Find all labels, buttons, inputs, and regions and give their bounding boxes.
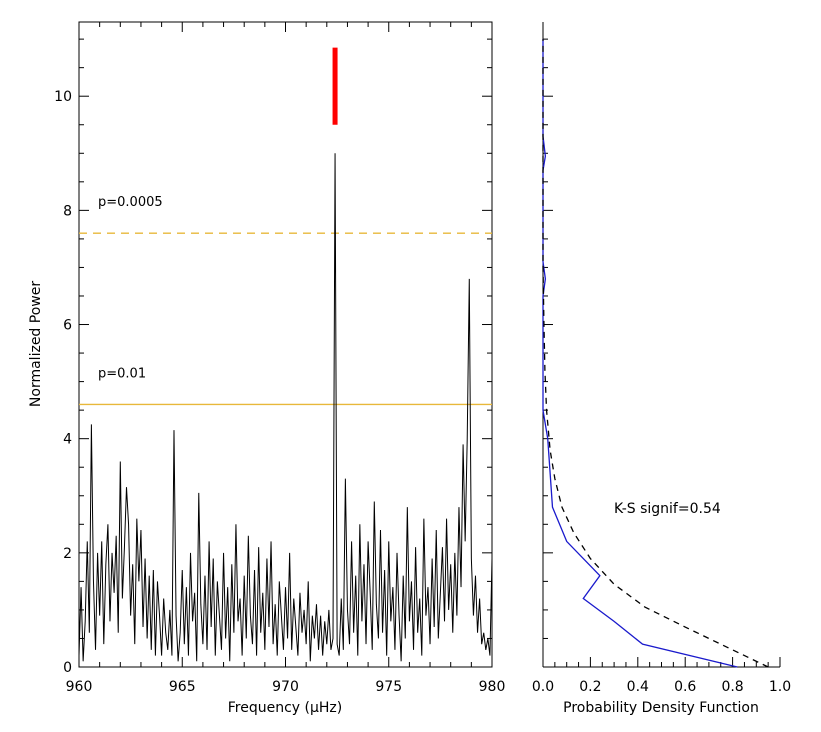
pdf-panel: 0.0 0.2 0.4 0.6 0.8 1.0 K-S signif=0.54 Proba… <box>532 22 791 716</box>
pdf-series <box>542 39 769 668</box>
y-tick-label: 0 <box>63 660 72 676</box>
x-tick-label: 965 <box>169 679 196 695</box>
y-tick-label: 6 <box>63 318 72 334</box>
significance-thresholds: p=0.0005 p=0.01 <box>79 195 492 406</box>
x-tick-label: 980 <box>479 679 506 695</box>
pdf-x-tick-label: 0.4 <box>627 679 649 695</box>
power-spectrum-line <box>78 153 493 662</box>
pdf-x-tick-label: 0.8 <box>721 679 743 695</box>
threshold-label: p=0.01 <box>98 366 146 381</box>
power-spectrum-ticks <box>78 22 493 668</box>
threshold-label: p=0.0005 <box>98 195 163 210</box>
y-tick-label: 8 <box>63 203 72 219</box>
pdf-x-tick-label: 0.2 <box>579 679 601 695</box>
observed-pdf-curve <box>542 39 738 668</box>
power-spectrum-panel: 960 965 970 975 980 0 2 4 6 8 10 p=0.0005 p=0.01 Fr… <box>28 21 505 716</box>
y-tick-label: 10 <box>54 89 72 105</box>
ks-significance-annotation: K-S signif=0.54 <box>614 501 721 517</box>
pdf-x-tick-label: 0.6 <box>674 679 696 695</box>
pdf-x-axis-label: Probability Density Function <box>563 700 759 716</box>
x-tick-label: 975 <box>375 679 402 695</box>
power-spectrum-series <box>78 153 493 662</box>
power-spectrum-y-axis-label: Normalized Power <box>28 281 44 407</box>
pdf-x-tick-label: 1.0 <box>769 679 791 695</box>
y-tick-label: 4 <box>63 432 72 448</box>
power-spectrum-tick-labels: 960 965 970 975 980 0 2 4 6 8 10 <box>54 89 505 695</box>
expected-pdf-curve <box>542 39 769 668</box>
y-tick-label: 2 <box>63 546 72 562</box>
pdf-tick-labels: 0.0 0.2 0.4 0.6 0.8 1.0 <box>532 679 791 695</box>
x-tick-label: 960 <box>66 679 93 695</box>
pdf-x-tick-label: 0.0 <box>532 679 554 695</box>
x-tick-label: 970 <box>272 679 299 695</box>
power-spectrum-frame <box>78 21 493 668</box>
pdf-ticks <box>542 38 781 667</box>
power-spectrum-x-axis-label: Frequency (μHz) <box>228 700 342 716</box>
